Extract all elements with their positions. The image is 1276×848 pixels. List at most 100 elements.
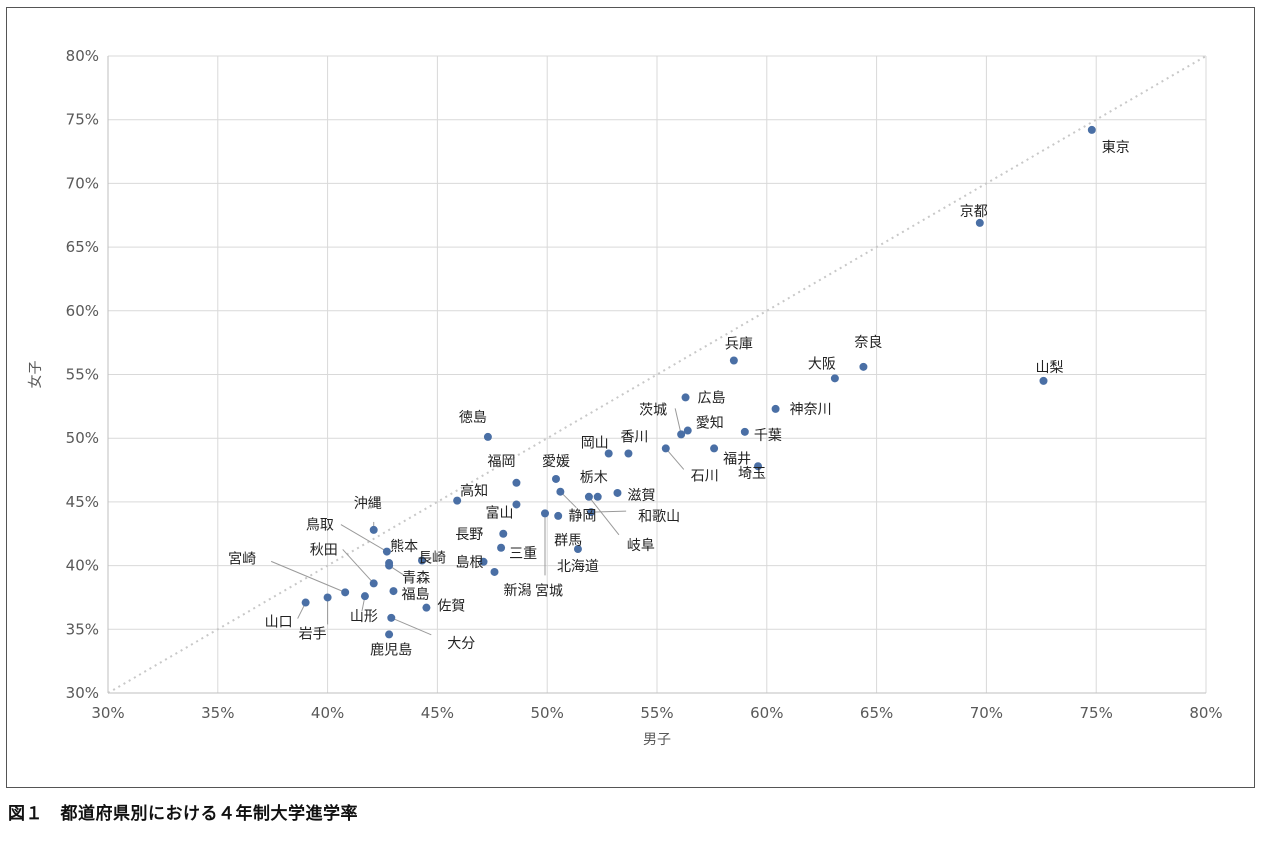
y-tick-label: 75% [66,111,99,129]
x-tick-label: 30% [91,704,124,722]
point-label: 山形 [350,609,378,625]
x-tick-label: 75% [1080,704,1113,722]
point-marker [369,579,378,588]
point-label: 福井 [723,451,751,467]
point-label: 宮城 [535,583,563,599]
point-marker [554,511,563,520]
point-marker [593,492,602,501]
x-axis-title: 男子 [643,732,671,748]
point-label: 岐阜 [627,537,655,554]
x-tick-label: 50% [531,704,564,722]
point-marker [1039,376,1048,385]
y-tick-label: 45% [66,493,99,511]
point-label: 奈良 [854,335,882,351]
point-label: 埼玉 [738,466,766,482]
point-label: 山口 [265,615,293,631]
reference-line [107,55,1207,694]
point-marker [556,487,565,496]
point-label: 新潟 [503,583,531,599]
x-tick-label: 40% [311,704,344,722]
y-tick-label: 40% [66,557,99,575]
point-marker [683,426,692,435]
point-marker [754,462,763,471]
point-marker [512,500,521,509]
point-label: 愛知 [696,415,724,432]
y-tick-label: 50% [66,429,99,447]
point-marker [512,478,521,487]
point-label: 和歌山 [638,509,680,525]
y-tick-label: 65% [66,238,99,256]
point-label: 長野 [455,527,483,543]
y-tick-label: 30% [66,684,99,702]
point-label: 香川 [620,429,648,445]
point-label: 茨城 [639,402,667,418]
point-label: 静岡 [568,509,596,525]
point-label: 鳥取 [306,518,334,534]
point-label: 滋賀 [627,488,655,504]
point-label: 兵庫 [725,335,753,352]
point-label: 徳島 [459,410,487,426]
y-tick-label: 35% [66,620,99,638]
point-label: 秋田 [310,542,338,558]
data-points [301,125,1096,639]
leader-line [665,448,685,470]
point-marker [389,587,398,596]
y-tick-label: 55% [66,366,99,384]
point-label: 愛媛 [542,454,570,470]
y-tick-label: 80% [66,47,99,65]
point-marker [422,603,431,612]
y-tick-label: 60% [66,302,99,320]
point-marker [497,543,506,552]
grid-lines [107,55,1207,694]
point-marker [385,630,394,639]
point-label: 大阪 [808,356,836,372]
point-marker [573,545,582,554]
x-tick-label: 80% [1189,704,1222,722]
chart-frame: 30% 30% 35% 35% 40% 40% 45% 45% 50% 50% 55% 55% 60% 6… [6,7,1255,788]
point-label: 神奈川 [790,402,832,418]
point-label: 山梨 [1035,360,1063,376]
point-marker [323,593,332,602]
point-marker [584,492,593,501]
point-marker [360,592,369,601]
point-marker [830,374,839,383]
point-label: 佐賀 [437,599,465,615]
point-marker [418,556,427,565]
point-marker [604,449,613,458]
x-tick-label: 65% [860,704,893,722]
x-tick-label: 35% [201,704,234,722]
x-tick-label: 55% [640,704,673,722]
point-marker [499,529,508,538]
leader-line [342,549,375,584]
point-marker [729,356,738,365]
point-marker [587,508,596,517]
point-label: 京都 [960,204,988,220]
point-marker [710,444,719,453]
point-marker [382,547,391,556]
figure-caption: 図１ 都道府県別における４年制大学進学率 [8,804,358,824]
point-label: 福島 [401,587,429,603]
point-label: 長崎 [418,551,446,567]
point-label: 三重 [509,546,537,562]
point-label: 広島 [698,390,726,406]
leader-line [588,496,620,536]
point-marker [387,613,396,622]
point-marker [453,496,462,505]
scatter-plot: 30% 30% 35% 35% 40% 40% 45% 45% 50% 50% 55% 55% 60% 6… [27,47,1223,748]
x-tick-label: 60% [750,704,783,722]
point-label: 群馬 [554,533,582,549]
point-label: 島根 [456,555,484,571]
leader-line [591,510,627,513]
point-marker [341,588,350,597]
point-label: 岩手 [299,626,327,642]
point-marker [661,444,670,453]
tick-labels: 30% 30% 35% 35% 40% 40% 45% 45% 50% 50% 55% 55% 60% 6… [66,47,1223,722]
point-label: 石川 [691,468,719,484]
point-label: 熊本 [390,539,418,555]
leader-line [340,524,388,553]
leader-line [270,560,346,593]
point-marker [613,488,622,497]
point-marker [541,509,550,518]
point-label: 北海道 [557,559,599,575]
point-label: 富山 [485,504,513,521]
